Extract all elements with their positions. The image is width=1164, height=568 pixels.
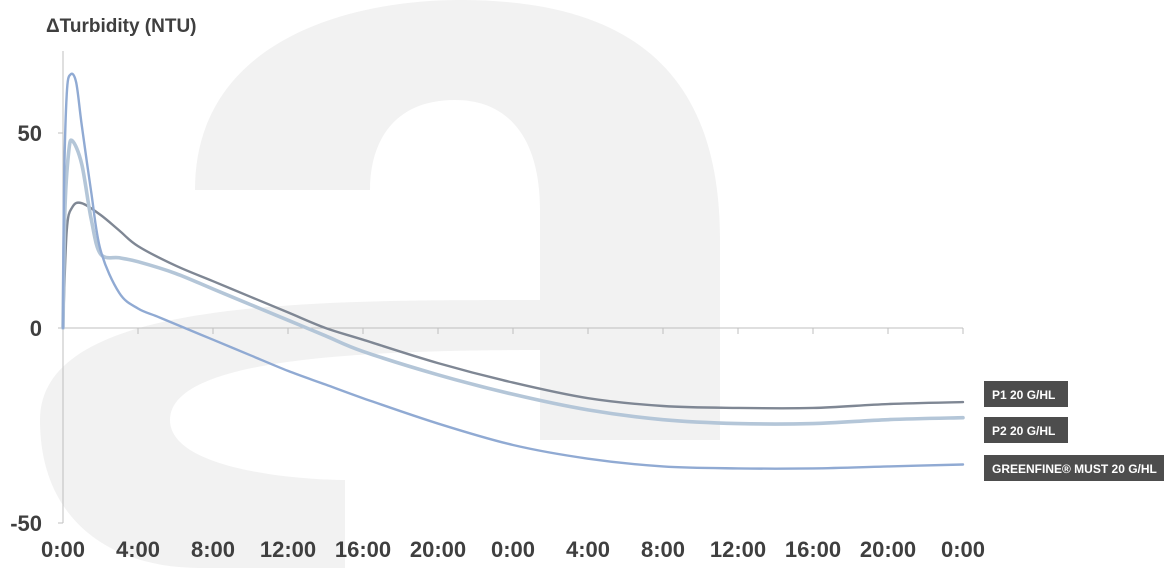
legend-label-background [984,417,1068,443]
x-tick-label: 20:00 [860,537,916,562]
x-tick-label: 0:00 [41,537,85,562]
x-tick-label: 8:00 [641,537,685,562]
x-tick-label: 20:00 [410,537,466,562]
x-tick-label: 8:00 [191,537,235,562]
x-tick-label: 12:00 [260,537,316,562]
x-tick-label: 12:00 [710,537,766,562]
x-tick-label: 16:00 [335,537,391,562]
x-tick-label: 4:00 [566,537,610,562]
legend: P1 20 G/HL P2 20 G/HL GREENFINE® MUST 20 G… [984,381,1164,481]
y-tick-label: 0 [30,316,42,341]
x-tick-label: 16:00 [785,537,841,562]
watermark-lower-loop [40,300,540,568]
watermark-bowl [195,0,720,440]
series-line [61,138,965,426]
legend-label: P2 20 G/HL [992,424,1055,438]
x-tick-label: 0:00 [491,537,535,562]
y-axis-ticks: 50 0 -50 [10,121,63,536]
y-tick-label: 50 [18,121,42,146]
y-tick-label: -50 [10,511,42,536]
legend-label: P1 20 G/HL [992,388,1055,402]
y-axis-title: ΔTurbidity (NTU) [46,16,197,37]
legend-label-background [984,381,1068,407]
legend-label: GREENFINE® MUST 20 G/HL [992,462,1157,476]
series-line [61,201,965,410]
x-axis-ticks: 0:00 4:00 8:00 12:00 16:00 20:00 0:00 4:00 8:00 1… [41,328,985,562]
watermark-letter-a [40,0,720,568]
series-line [61,72,965,470]
series-lines [61,72,965,470]
legend-label-background [984,455,1164,481]
x-tick-label: 0:00 [941,537,985,562]
x-tick-label: 4:00 [116,537,160,562]
